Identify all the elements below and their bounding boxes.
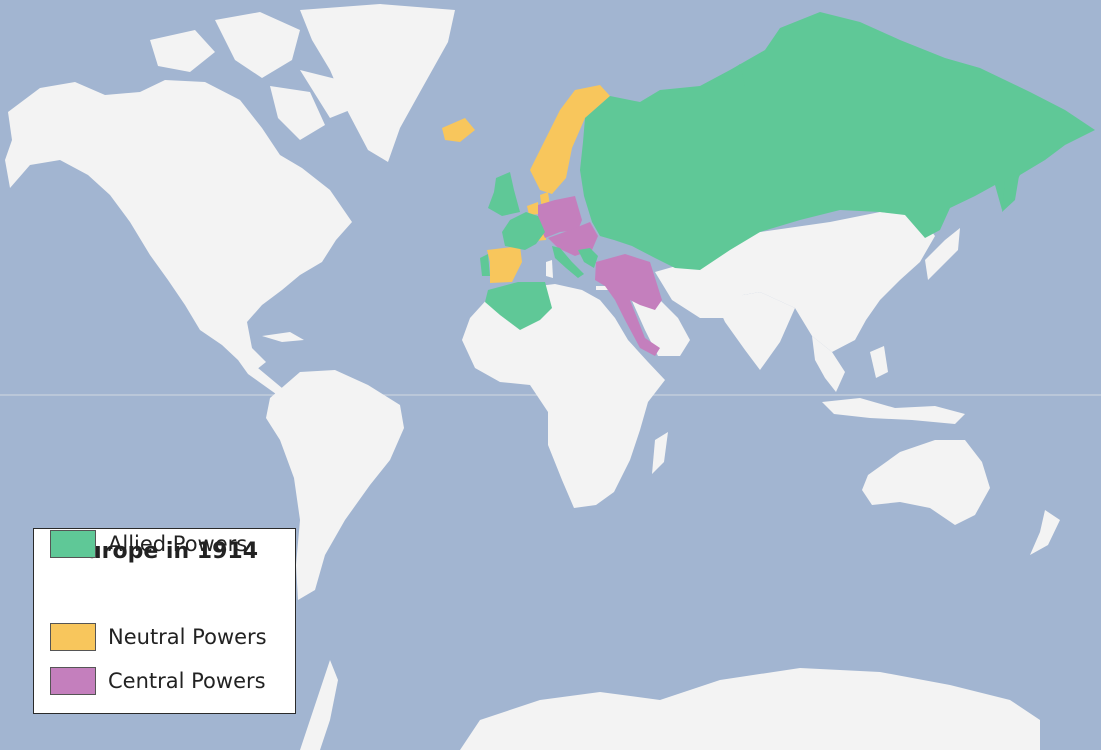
iceland <box>442 118 475 142</box>
portugal <box>480 254 490 276</box>
map-legend: Europe in 1914 Neutral Powers Central Po… <box>33 528 296 714</box>
austria-hungary <box>548 222 598 256</box>
central-america <box>238 360 282 394</box>
arctic-islands-1 <box>150 30 215 72</box>
french-algeria <box>485 282 552 330</box>
legend-label-central: Central Powers <box>108 669 266 693</box>
arabian-peninsula <box>628 292 690 356</box>
balkans-allied <box>578 248 598 268</box>
japan <box>925 228 960 280</box>
caribbean-islands <box>262 332 304 342</box>
africa <box>462 284 665 508</box>
france-belgium <box>502 212 545 250</box>
italy <box>552 246 584 278</box>
madagascar <box>652 432 668 474</box>
legend-label-allied: Allied Powers <box>108 532 248 556</box>
antarctic-peninsula <box>300 660 338 750</box>
german-empire <box>538 196 582 238</box>
allied-powers <box>480 12 1095 330</box>
legend-title: Europe in 1914 <box>70 539 259 564</box>
novaya-zemlya <box>722 64 745 100</box>
allied-swatch <box>50 530 96 558</box>
greenland <box>300 4 455 162</box>
east-asia <box>690 212 935 352</box>
philippines <box>870 346 888 378</box>
central-swatch <box>50 667 96 695</box>
sakhalin-kamchatka <box>1002 170 1020 212</box>
southeast-asia <box>812 336 845 392</box>
legend-item-central: Central Powers <box>50 666 266 696</box>
antarctica <box>460 668 1040 750</box>
legend-item-neutral: Neutral Powers <box>50 622 267 652</box>
neutral-land <box>5 4 1060 750</box>
australia <box>862 440 990 525</box>
russian-empire <box>580 12 1095 270</box>
arctic-islands-2 <box>215 12 300 78</box>
netherlands <box>527 202 539 215</box>
central-powers <box>538 196 662 356</box>
north-america <box>5 80 352 370</box>
neutral-swatch <box>50 623 96 651</box>
legend-item-allied: Allied Powers <box>50 529 247 559</box>
sardinia-corsica <box>546 260 553 278</box>
south-america <box>266 370 404 600</box>
indonesia <box>822 398 965 424</box>
new-zealand <box>1030 510 1060 555</box>
arctic-islands-3 <box>270 86 325 140</box>
india <box>715 292 795 370</box>
legend-label-neutral: Neutral Powers <box>108 625 267 649</box>
united-kingdom <box>488 172 520 216</box>
ottoman-empire <box>595 254 662 356</box>
spain <box>487 246 522 283</box>
norway-sweden <box>530 85 610 194</box>
